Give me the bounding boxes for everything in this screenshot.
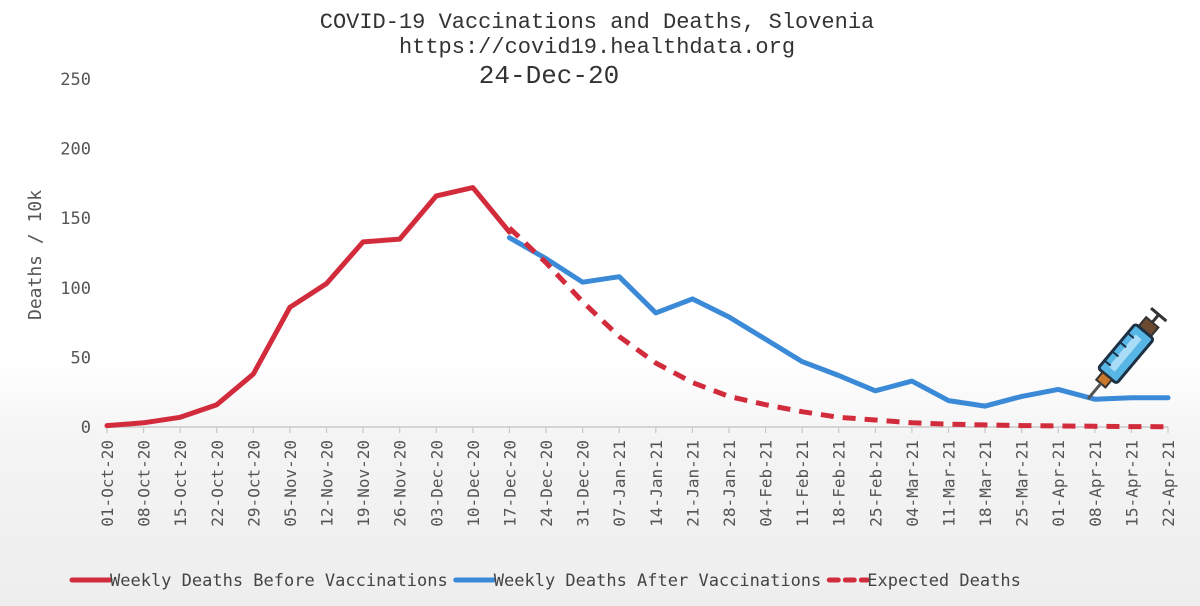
y-tick-label: 150 xyxy=(60,209,91,229)
x-tick-label: 25-Mar-21 xyxy=(1013,440,1032,527)
x-tick-label: 24-Dec-20 xyxy=(537,440,556,527)
legend-label-1: Weekly Deaths Before Vaccinations xyxy=(110,571,448,591)
series-line-3 xyxy=(507,226,1169,430)
x-tick-label: 10-Dec-20 xyxy=(464,440,483,527)
x-tick-label: 01-Apr-21 xyxy=(1049,440,1068,527)
y-tick-label: 200 xyxy=(60,140,91,160)
legend-label-3: Expected Deaths xyxy=(867,571,1021,591)
x-tick-label: 03-Dec-20 xyxy=(427,440,446,527)
x-tick-label: 15-Oct-20 xyxy=(171,440,190,527)
x-tick-label: 17-Dec-20 xyxy=(500,440,519,527)
chart-subtitle: https://covid19.healthdata.org xyxy=(399,35,795,60)
x-tick-label: 19-Nov-20 xyxy=(354,440,373,527)
x-tick-label: 22-Oct-20 xyxy=(208,440,227,527)
x-tick-label: 26-Nov-20 xyxy=(391,440,410,527)
y-axis-label: Deaths / 10k xyxy=(25,190,46,320)
x-tick-label: 11-Feb-21 xyxy=(793,440,812,527)
x-tick-label: 21-Jan-21 xyxy=(683,440,702,527)
syringe-icon xyxy=(1086,307,1168,400)
x-tick-label: 25-Feb-21 xyxy=(866,440,885,527)
x-tick-label: 22-Apr-21 xyxy=(1159,440,1178,527)
x-tick-label: 18-Feb-21 xyxy=(830,440,849,527)
series-line-2 xyxy=(506,235,1171,409)
x-tick-label: 11-Mar-21 xyxy=(939,440,958,527)
x-tick-label: 31-Dec-20 xyxy=(574,440,593,527)
x-tick-label: 01-Oct-20 xyxy=(98,440,117,527)
x-tick-label: 29-Oct-20 xyxy=(244,440,263,527)
x-tick-label: 18-Mar-21 xyxy=(976,440,995,527)
x-tick-label: 08-Oct-20 xyxy=(135,440,154,527)
x-tick-label: 04-Mar-21 xyxy=(903,440,922,527)
y-tick-label: 250 xyxy=(60,70,91,90)
y-tick-label: 50 xyxy=(71,348,91,368)
axes-group: 0 50 100 150 200 250 01-Oct-20 08-Oct-20 15-Oct-… xyxy=(60,70,1178,527)
x-tick-label: 08-Apr-21 xyxy=(1086,440,1105,527)
legend: Weekly Deaths Before Vaccinations Weekly … xyxy=(69,571,1021,591)
x-tick-label: 04-Feb-21 xyxy=(757,440,776,527)
legend-label-2: Weekly Deaths After Vaccinations xyxy=(494,571,822,591)
x-tick-label: 28-Jan-21 xyxy=(720,440,739,527)
x-tick-label: 07-Jan-21 xyxy=(610,440,629,527)
series-layer xyxy=(104,185,1171,430)
chart-date-label: 24-Dec-20 xyxy=(479,61,619,91)
y-tick-label: 0 xyxy=(81,418,91,438)
y-tick-label: 100 xyxy=(60,279,91,299)
x-tick-label: 12-Nov-20 xyxy=(318,440,337,527)
x-tick-label: 05-Nov-20 xyxy=(281,440,300,527)
series-line-1 xyxy=(104,185,512,429)
chart-title: COVID-19 Vaccinations and Deaths, Sloven… xyxy=(320,10,875,35)
x-tick-label: 15-Apr-21 xyxy=(1122,440,1141,527)
x-tick-label: 14-Jan-21 xyxy=(647,440,666,527)
